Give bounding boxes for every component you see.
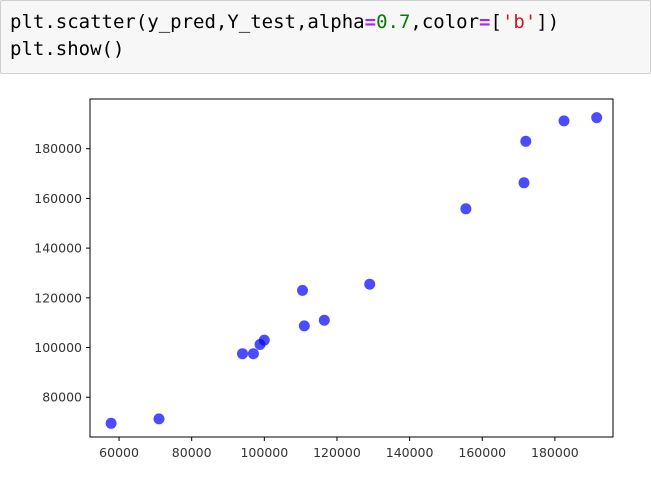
y-tick-label: 160000: [34, 191, 82, 206]
x-tick-label: 100000: [240, 445, 288, 460]
code-token-bracket-close: ]): [536, 11, 560, 33]
x-tick-label: 180000: [531, 445, 579, 460]
code-token-string: 'b': [501, 11, 537, 33]
cell-output: 60000 80000 100000 120000 140000 160000 180000…: [0, 74, 651, 484]
data-point: [153, 413, 165, 425]
y-tick-label: 140000: [34, 241, 82, 256]
code-line-show: plt.show(): [10, 38, 125, 60]
data-point: [318, 314, 330, 326]
data-point: [518, 177, 530, 189]
x-axis-ticks: 60000 80000 100000 120000 140000 160000 180000: [99, 437, 579, 460]
data-point: [558, 115, 570, 127]
data-point: [237, 348, 248, 360]
data-point: [105, 417, 117, 429]
x-tick-label: 80000: [172, 445, 212, 460]
data-point: [591, 112, 603, 124]
scatter-chart: 60000 80000 100000 120000 140000 160000 180000…: [34, 98, 614, 460]
x-tick-label: 60000: [99, 445, 139, 460]
plot-background: [90, 99, 613, 437]
data-point: [298, 320, 310, 332]
code-line-scatter: plt.scatter(y_pred,Y_test,alpha=0.7,colo…: [10, 10, 559, 34]
code-token-equals: =: [364, 11, 377, 33]
data-point: [520, 135, 532, 147]
code-token-kwarg: ,color: [410, 11, 480, 33]
code-token-bracket-open: [: [490, 11, 502, 33]
code-token-number: 0.7: [376, 11, 411, 33]
y-tick-label: 100000: [34, 340, 82, 355]
code-token-equals: =: [479, 11, 491, 33]
data-point: [297, 284, 308, 296]
data-point: [460, 203, 472, 215]
y-tick-label: 80000: [42, 390, 82, 405]
plot-frame: [89, 98, 614, 438]
code-token-call: plt.scatter(y_pred,Y_test,alpha: [10, 11, 365, 33]
x-tick-label: 160000: [458, 445, 506, 460]
x-tick-label: 120000: [313, 445, 361, 460]
data-point: [247, 348, 259, 360]
y-axis-ticks: 80000 100000 120000 140000 160000 180000: [34, 141, 90, 405]
data-points: [105, 112, 603, 429]
y-tick-label: 120000: [34, 290, 82, 305]
data-point: [258, 334, 270, 346]
code-cell-input[interactable]: plt.scatter(y_pred,Y_test,alpha=0.7,colo…: [0, 0, 651, 74]
x-tick-label: 140000: [386, 445, 434, 460]
y-tick-label: 180000: [34, 141, 82, 156]
data-point: [364, 278, 376, 290]
